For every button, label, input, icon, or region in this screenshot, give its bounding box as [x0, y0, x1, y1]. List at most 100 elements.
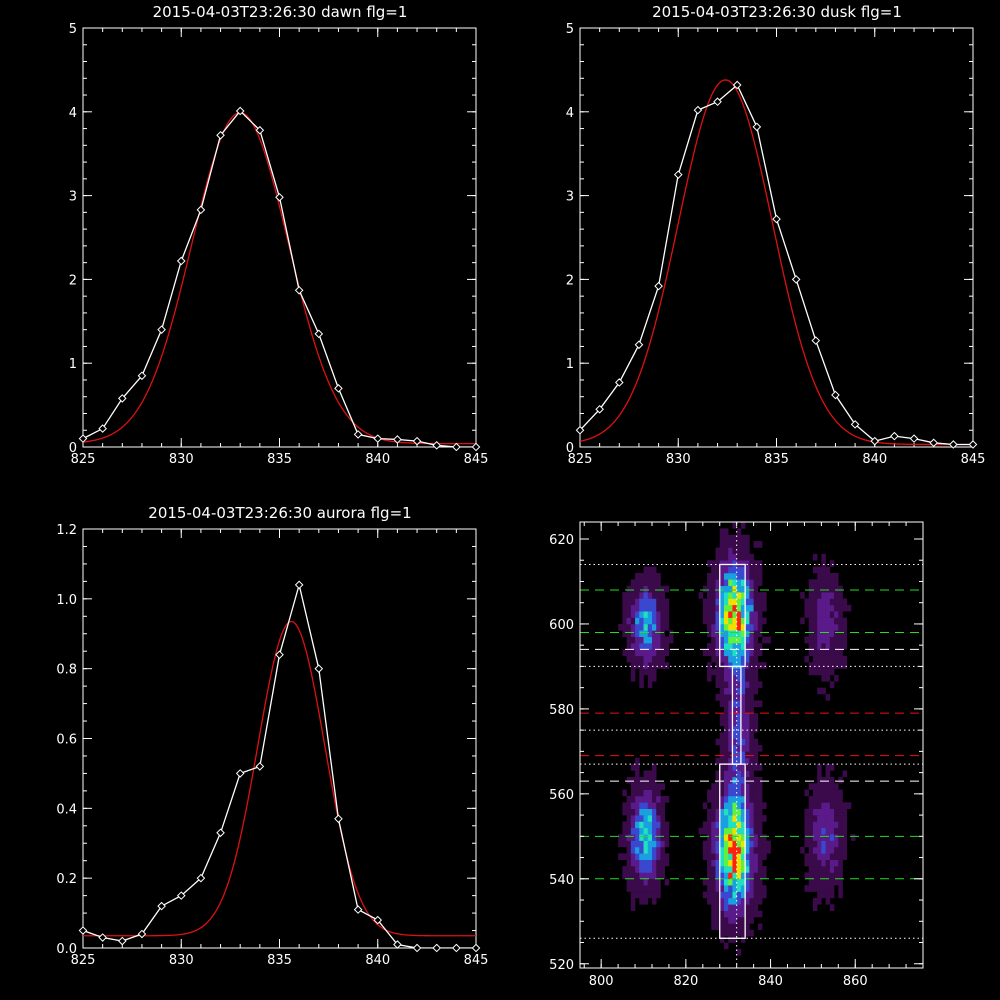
- heat-cell: [745, 795, 750, 803]
- heat-cell: [838, 853, 843, 860]
- heat-cell: [622, 840, 627, 848]
- heat-cell: [817, 815, 822, 822]
- heat-cell: [757, 846, 763, 854]
- heat-cell: [821, 560, 826, 567]
- heat-cell: [711, 579, 716, 587]
- heat-cell: [728, 878, 733, 886]
- heat-cell: [647, 662, 653, 669]
- heat-cell: [749, 929, 754, 937]
- x-tick-label: 845: [961, 452, 986, 467]
- heat-cell: [728, 534, 733, 542]
- heat-cell: [728, 700, 733, 708]
- heat-cell: [753, 834, 759, 841]
- heat-cell: [719, 840, 725, 848]
- heat-cell: [736, 674, 742, 682]
- heat-cell: [817, 592, 822, 599]
- heat-cell: [745, 834, 750, 841]
- heat-cell: [660, 840, 665, 848]
- heat-cell: [715, 604, 721, 612]
- heat-cell: [639, 662, 644, 669]
- heat-cell: [643, 592, 649, 599]
- heat-cell: [651, 649, 657, 657]
- heat-cell: [656, 866, 661, 873]
- heat-cell: [834, 866, 839, 873]
- heat-cell: [643, 840, 649, 848]
- heat-cell: [838, 649, 843, 657]
- heat-cell: [626, 815, 632, 822]
- heat-cell: [707, 617, 712, 625]
- heat-cell: [757, 598, 763, 606]
- heat-cell: [812, 846, 818, 854]
- heat-cell: [656, 878, 661, 886]
- heat-cell: [817, 566, 822, 574]
- heat-cell: [622, 649, 627, 657]
- heat-cell: [740, 846, 746, 854]
- data-point: [890, 431, 899, 441]
- heat-cell: [715, 821, 721, 829]
- heat-cell: [745, 910, 750, 918]
- heat-cell: [745, 738, 750, 746]
- heat-cell: [707, 853, 712, 860]
- heat-cell: [723, 541, 729, 548]
- heat-cell: [817, 866, 822, 873]
- heat-cell: [829, 764, 835, 771]
- heat-cell: [660, 872, 665, 880]
- heat-cell: [643, 802, 649, 810]
- heat-cell: [656, 789, 661, 797]
- heat-cell: [821, 891, 826, 899]
- data-point: [471, 943, 481, 953]
- heat-cell: [753, 681, 759, 688]
- heat-cell: [719, 821, 725, 829]
- heat-cell: [825, 859, 831, 867]
- heat-cell: [736, 643, 742, 650]
- heat-cell: [647, 636, 653, 644]
- heat-cell: [664, 598, 670, 606]
- heat-cell: [749, 560, 754, 567]
- x-tick-label: 825: [568, 452, 593, 467]
- data-point: [654, 281, 663, 291]
- heat-cell: [647, 783, 653, 790]
- heat-cell: [719, 789, 725, 797]
- heat-cell: [812, 795, 818, 803]
- heat-cell: [740, 923, 746, 931]
- heat-cell: [715, 560, 721, 567]
- y-tick-label: 560: [549, 788, 574, 803]
- heat-cell: [651, 878, 657, 886]
- x-tick-label: 845: [464, 953, 489, 968]
- heat-cell: [707, 846, 712, 854]
- heat-cell: [643, 668, 649, 676]
- heat-cell: [723, 662, 729, 669]
- heat-cell: [723, 732, 729, 739]
- heat-cell: [740, 534, 746, 542]
- heat-cell: [647, 649, 653, 657]
- heat-cell: [630, 783, 636, 790]
- y-tick-label: 600: [549, 618, 574, 633]
- heat-cell: [664, 636, 670, 644]
- heat-cell: [740, 566, 746, 574]
- heat-cell: [630, 827, 636, 835]
- data-point: [614, 378, 624, 387]
- heat-cell: [753, 604, 759, 612]
- heat-cell: [749, 808, 754, 816]
- heat-cell: [825, 846, 831, 854]
- heat-cell: [635, 885, 640, 892]
- heat-cell: [817, 808, 822, 816]
- heat-cell: [626, 617, 632, 625]
- heat-cell: [817, 878, 822, 886]
- heat-cell: [762, 885, 767, 892]
- heat-cell: [715, 649, 721, 657]
- heat-cell: [732, 815, 737, 822]
- heat-cell: [736, 623, 742, 631]
- heat-cell: [757, 700, 763, 708]
- heat-cell: [719, 878, 725, 886]
- heat-cell: [740, 757, 746, 765]
- heat-cell: [639, 872, 644, 880]
- heat-cell: [753, 592, 759, 599]
- heat-cell: [660, 802, 665, 810]
- heat-cell: [732, 904, 737, 911]
- heat-cell: [825, 840, 831, 848]
- heat-cell: [825, 885, 831, 892]
- heat-cell: [626, 834, 632, 841]
- heat-cell: [808, 795, 814, 803]
